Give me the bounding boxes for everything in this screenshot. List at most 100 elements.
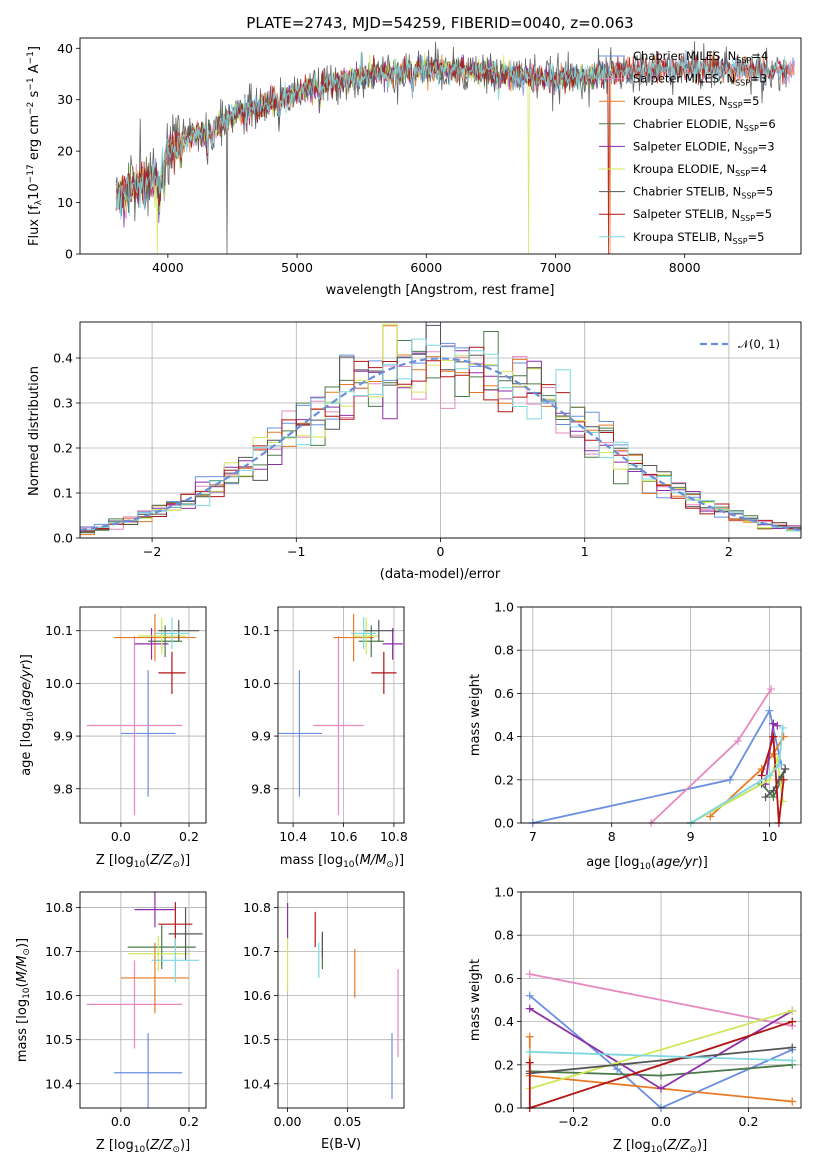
- x-tick-label: 0.00: [274, 1114, 302, 1129]
- axes-frame: [520, 891, 802, 1109]
- y-tick-label: 40: [57, 41, 73, 56]
- weight-marker-chabrier-elodie: [657, 1071, 665, 1080]
- x-tick-label: 8: [608, 829, 616, 844]
- weight-marker-chabrier-stelib: [788, 1043, 797, 1052]
- plot-area: [86, 892, 203, 1108]
- weight-marker-kroupa-miles: [525, 1032, 534, 1041]
- x-tick-label: 4000: [152, 260, 184, 275]
- plot-area: [86, 613, 200, 816]
- weight-marker-kroupa-stelib: [525, 1047, 534, 1056]
- y-tick-label: 10.0: [45, 676, 73, 691]
- x-tick-label: −0.2: [558, 1114, 588, 1129]
- weight-vs-age-panel: 7 8 9 10 0.0 0.2 0.4 0.6 0.8 1.0: [494, 600, 802, 844]
- weight-marker-salpeter-stelib: [769, 732, 778, 741]
- legend-label-kroupa-stelib: Kroupa STELIB, NSSP=5: [633, 230, 764, 246]
- x-tick-label: 0.2: [739, 1114, 759, 1129]
- weight-marker-kroupa-miles: [706, 812, 715, 821]
- weight-marker-chabrier-miles: [525, 991, 534, 1000]
- weight-marker-salpeter-stelib: [779, 775, 788, 784]
- y-tick-label: 0.2: [53, 441, 73, 456]
- normal-legend-label: 𝒩(0, 1): [738, 337, 780, 351]
- x-tick-label: −1: [287, 544, 305, 559]
- axes-frame: [79, 321, 802, 539]
- mass-vs-Z-xlabel: Z [log10(Z/Z⊙)]: [96, 1138, 190, 1155]
- weight-vs-age-ylabel: mass weight: [468, 674, 483, 756]
- weight-marker-kroupa-elodie: [788, 1006, 797, 1015]
- y-tick-label: 0.4: [494, 729, 514, 744]
- mass-vs-Z-ylabel: mass [log10(M/M⊙)]: [15, 938, 32, 1062]
- axes-frame: [79, 37, 802, 255]
- age-vs-mass-panel: 10.4 10.6 10.8 9.8 9.9 10.0 10.1: [243, 606, 408, 844]
- x-tick-label: 2: [725, 544, 733, 559]
- spectrum-title: PLATE=2743, MJD=54259, FIBERID=0040, z=0…: [246, 14, 633, 32]
- weight-marker-kroupa-stelib: [774, 760, 783, 769]
- x-tick-label: 7: [529, 829, 537, 844]
- axes-frame: [520, 606, 802, 824]
- weight-line-chabrier-stelib: [529, 1046, 793, 1075]
- y-tick-label: 10.7: [243, 944, 271, 959]
- x-tick-label: 0.0: [111, 829, 131, 844]
- x-tick-label: 0.2: [179, 1114, 199, 1129]
- x-tick-label: 7000: [540, 260, 572, 275]
- y-tick-label: 20: [57, 144, 73, 159]
- spectrum-legend: Chabrier MILES, NSSP=4 Salpeter MILES, NS…: [599, 49, 776, 246]
- y-tick-label: 0.8: [494, 928, 514, 943]
- weight-marker-salpeter-elodie: [657, 1084, 665, 1093]
- weight-vs-Z-ylabel: mass weight: [468, 959, 483, 1041]
- normal-curve: [80, 357, 801, 532]
- weight-marker-salpeter-elodie: [773, 721, 782, 730]
- y-tick-label: 0.6: [494, 971, 514, 986]
- weight-line-kroupa-stelib: [690, 727, 784, 824]
- y-tick-label: 30: [57, 92, 73, 107]
- age-vs-Z-xlabel: Z [log10(Z/Z⊙)]: [96, 853, 190, 870]
- y-tick-label: 0.1: [53, 486, 73, 501]
- weight-line-kroupa-miles: [709, 736, 785, 818]
- weight-marker-salpeter-stelib: [525, 1058, 534, 1067]
- weight-marker-chabrier-stelib: [761, 793, 770, 802]
- legend-label-salpeter-stelib: Salpeter STELIB, NSSP=5: [633, 207, 772, 223]
- weight-marker-chabrier-stelib: [781, 765, 790, 773]
- x-tick-label: 9: [687, 829, 695, 844]
- x-tick-label: 10.4: [279, 829, 307, 844]
- weight-marker-salpeter-miles: [733, 736, 742, 745]
- y-tick-label: 0.2: [494, 772, 514, 787]
- y-tick-label: 10.8: [243, 900, 271, 915]
- x-tick-label: 1: [581, 544, 589, 559]
- y-tick-label: 9.9: [251, 729, 271, 744]
- axes-frame: [277, 891, 405, 1109]
- y-tick-label: 9.8: [53, 781, 73, 796]
- weight-line-salpeter-miles: [529, 973, 793, 1027]
- mass-vs-ebv-panel: 0.00 0.05 10.4 10.5 10.6 10.7 10.8: [243, 891, 405, 1129]
- x-tick-label: 0: [437, 544, 445, 559]
- axes-frame: [79, 891, 207, 1109]
- spectrum-ylabel: Flux [fλ10−17 erg cm−2 s−1 A−1]: [26, 46, 44, 246]
- weight-marker-kroupa-miles: [769, 749, 778, 758]
- weight-lines: [525, 970, 797, 1112]
- mass-vs-ebv-xlabel: E(B-V): [321, 1137, 361, 1152]
- y-tick-label: 10.5: [243, 1032, 271, 1047]
- weight-marker-chabrier-miles: [765, 706, 774, 715]
- weight-marker-chabrier-miles: [613, 1065, 622, 1074]
- plot-area: [80, 322, 801, 536]
- y-tick-label: 10.7: [45, 944, 73, 959]
- y-tick-label: 0.8: [494, 643, 514, 658]
- y-tick-label: 10.1: [45, 623, 73, 638]
- y-tick-label: 0.2: [494, 1057, 514, 1072]
- weight-marker-salpeter-stelib: [757, 771, 766, 780]
- y-tick-label: 9.8: [251, 781, 271, 796]
- histogram-kroupa-stelib: [80, 338, 801, 532]
- age-vs-mass-xlabel: mass [log10(M/M⊙)]: [280, 853, 404, 870]
- weight-marker-chabrier-miles: [726, 775, 735, 784]
- mass-vs-Z-panel: 0.0 0.2 10.4 10.5 10.6 10.7 10.8: [45, 891, 207, 1129]
- weight-lines: [528, 685, 790, 827]
- y-tick-label: 10.6: [243, 988, 271, 1003]
- y-tick-label: 0.0: [53, 531, 73, 546]
- y-tick-label: 10.1: [243, 623, 271, 638]
- age-vs-Z-ylabel: age [log10(age/yr)]: [19, 654, 36, 776]
- plot-area: [278, 613, 403, 816]
- weight-vs-Z-panel: −0.2 0.0 0.2 0.0 0.2 0.4 0.6 0.8 1.0: [494, 885, 802, 1129]
- weight-marker-kroupa-stelib: [788, 1056, 797, 1065]
- weight-marker-salpeter-stelib: [788, 1017, 797, 1026]
- weight-marker-salpeter-elodie: [525, 1004, 534, 1013]
